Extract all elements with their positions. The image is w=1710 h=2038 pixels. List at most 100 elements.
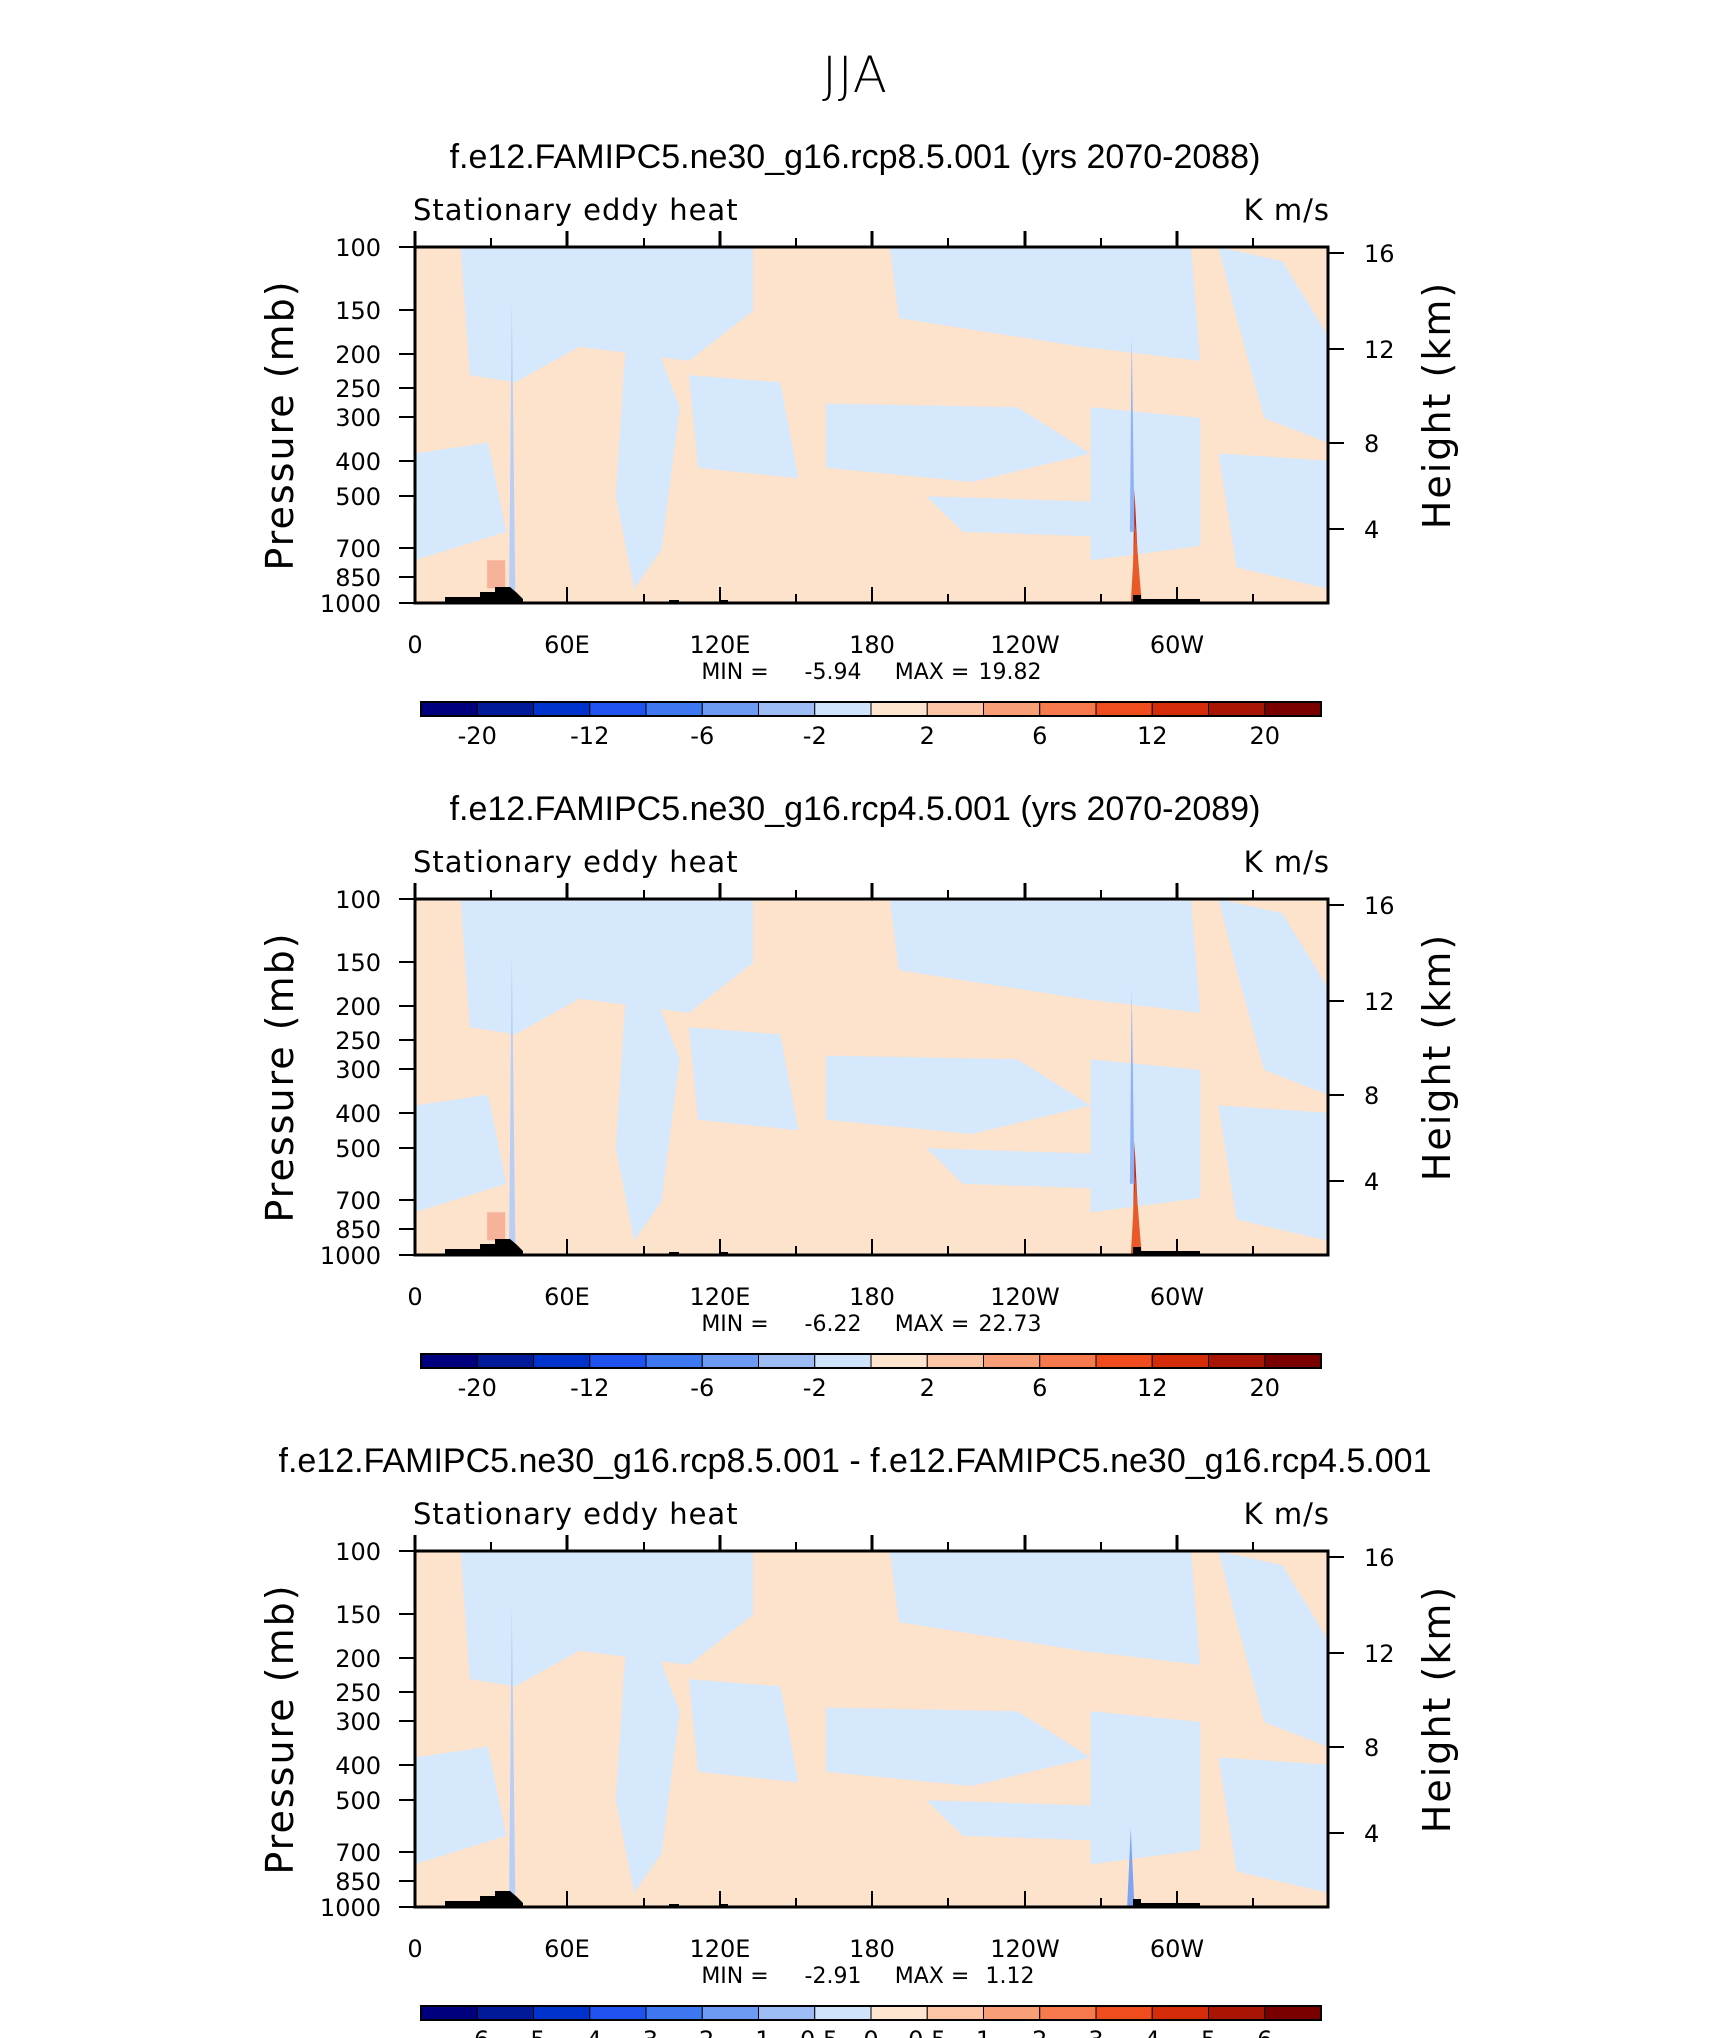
y-tick-label: 700 [335,1839,381,1867]
colorbar-box [420,701,478,717]
contour-maximum [1130,524,1142,603]
topography-island [720,1904,728,1907]
min-value: -2.91 [805,1964,862,1989]
contour-maximum [1132,1141,1140,1255]
colorbar-box [926,701,984,717]
colorbar-box [758,2005,816,2021]
y-tick-label: 150 [335,297,381,325]
x-tick-label: 120W [990,1935,1060,1963]
contour-region [615,988,680,1241]
contour-region [1218,247,1328,443]
panel-3-ylabel-right: Height (km) [1415,1584,1459,1834]
topography-island [669,600,679,603]
panel-3-title: f.e12.FAMIPC5.ne30_g16.rcp8.5.001 - f.e1… [278,1442,1432,1480]
colorbar-box [645,2005,703,2021]
topography-americas [1133,1247,1200,1255]
contour-region [688,375,799,479]
contour-minimum [1129,336,1135,532]
min-value: -5.94 [805,660,862,685]
x-tick-label: 120E [690,1935,751,1963]
contour-local [509,952,516,1255]
x-tick-label: 0 [407,1935,422,1963]
colorbar-label: 2 [920,1374,935,1402]
y-tick-label: 300 [335,1056,381,1084]
y2-tick-label: 4 [1364,516,1379,544]
colorbar-box [476,1353,534,1369]
y-tick-label: 400 [335,448,381,476]
contour-region [825,1055,1091,1134]
contour-region [415,1094,507,1213]
contour-local [487,1212,506,1241]
colorbar-box [758,701,816,717]
colorbar-label: -6 [690,1374,714,1402]
panel-3-ylabel: Pressure (mb) [258,1583,302,1875]
y-tick-label: 500 [335,483,381,511]
max-value: 19.82 [979,660,1042,685]
colorbar-label: -20 [458,722,497,750]
colorbar-box [476,2005,534,2021]
colorbar-label: 4 [1145,2026,1160,2038]
colorbar-box [420,2005,478,2021]
colorbar-box [814,701,872,717]
x-tick-label: 60E [544,1283,590,1311]
x-tick-label: 120W [990,631,1060,659]
panel-3-units-label: K m/s [1243,1497,1330,1531]
plot-frame [413,1549,1330,1909]
max-value: 22.73 [979,1312,1042,1337]
colorbar-label: 2 [920,722,935,750]
colorbar-label: 0.5 [908,2026,946,2038]
colorbar-label: -1 [747,2026,771,2038]
colorbar-box [701,701,759,717]
y-tick-label: 300 [335,1708,381,1736]
contour-region [1218,899,1328,1095]
colorbar-label: -4 [578,2026,602,2038]
colorbar-label: -20 [458,1374,497,1402]
y-tick-label: 1000 [320,1242,381,1270]
contour-region [889,899,1201,1013]
topography-asia [445,587,523,603]
colorbar-box [589,2005,647,2021]
x-tick-label: 60E [544,1935,590,1963]
colorbar-label: 6 [1032,1374,1047,1402]
y-tick-label: 150 [335,1601,381,1629]
max-label: MAX = [895,1964,970,1989]
colorbar-box [645,1353,703,1369]
colorbar-box [701,1353,759,1369]
x-tick-label: 0 [407,631,422,659]
y-tick-label: 100 [335,886,381,914]
contour-region [926,1800,1164,1843]
colorbar-box [1151,1353,1209,1369]
x-tick-label: 60E [544,631,590,659]
y-tick-label: 150 [335,949,381,977]
y-tick-label: 100 [335,234,381,262]
colorbar-box [926,1353,984,1369]
topography-island [720,600,728,603]
colorbar-box [1151,701,1209,717]
x-tick-label: 120W [990,1283,1060,1311]
contour-minimum [1127,1828,1135,1907]
contour-region [688,1027,799,1131]
topography-americas [1133,595,1200,603]
colorbar-box [1039,701,1097,717]
topography-asia [445,1891,523,1907]
contour-local [487,560,506,589]
y-tick-label: 850 [335,564,381,592]
colorbar-label: 12 [1137,1374,1168,1402]
colorbar-label: -5 [522,2026,546,2038]
colorbar-box [701,2005,759,2021]
colorbar-label: 2 [1032,2026,1047,2038]
contour-background [415,899,1328,1255]
page-title: JJA [822,46,888,104]
contour-maximum [1130,1176,1142,1255]
colorbar-label: 3 [1088,2026,1103,2038]
colorbar-label: 6 [1257,2026,1272,2038]
x-tick-label: 180 [849,631,895,659]
x-tick-label: 0 [407,1283,422,1311]
colorbar-box [1039,2005,1097,2021]
contour-region [460,899,753,1035]
panel-1-units-label: K m/s [1243,193,1330,227]
panel-2-ylabel: Pressure (mb) [258,931,302,1223]
colorbar-box [1095,1353,1153,1369]
contour-local [509,300,516,603]
y2-tick-label: 12 [1364,1640,1395,1668]
